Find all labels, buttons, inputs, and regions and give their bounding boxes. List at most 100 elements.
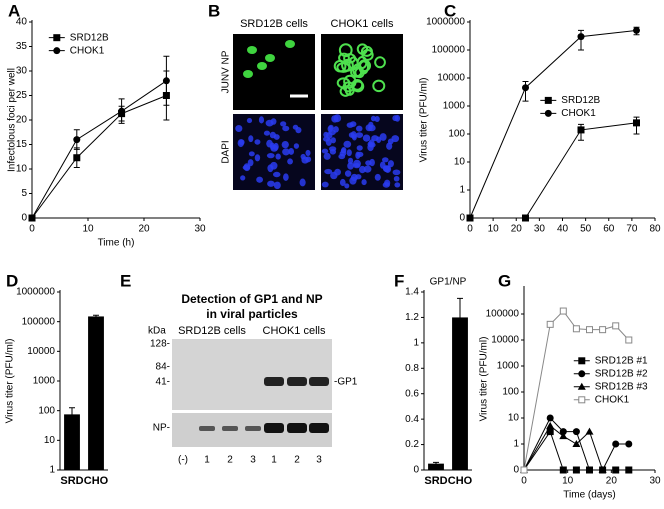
- point: [546, 414, 554, 422]
- cell: [344, 170, 352, 177]
- cell: [295, 127, 302, 134]
- point: [586, 466, 593, 474]
- legend-marker: [577, 382, 586, 390]
- y-tick-label: 10: [454, 157, 466, 168]
- cell: [275, 153, 281, 160]
- mw-marker: 41-: [156, 377, 170, 388]
- band: [222, 426, 238, 431]
- point: [559, 428, 567, 436]
- point: [612, 466, 620, 474]
- error-bar: [457, 297, 463, 337]
- y-tick-label: 0: [413, 465, 419, 476]
- point: [522, 214, 529, 222]
- band: [264, 423, 284, 433]
- band-label: -GP1: [334, 377, 358, 388]
- cell: [281, 140, 289, 149]
- y-tick-label: 100000: [486, 309, 520, 320]
- cell: [330, 137, 336, 144]
- panel-letter: G: [498, 271, 511, 290]
- y-tick-label: 100000: [22, 316, 56, 327]
- legend-marker: [578, 396, 586, 404]
- cell: [321, 181, 329, 188]
- mw-marker: 128-: [150, 339, 170, 350]
- y-tick-label: 5: [21, 188, 27, 199]
- cell: [371, 135, 379, 142]
- band: [309, 423, 329, 433]
- cell: [282, 148, 290, 156]
- cell: [305, 156, 312, 163]
- cell: [272, 171, 281, 178]
- bar: [452, 317, 468, 470]
- cell: [356, 145, 363, 151]
- cell: [240, 175, 246, 181]
- cell: [392, 169, 401, 176]
- cell: [258, 116, 265, 124]
- y-tick-label: 25: [16, 90, 28, 101]
- y-tick-label: 10: [44, 435, 56, 446]
- cell: [331, 115, 339, 123]
- cell: [265, 119, 274, 127]
- line: [469, 29, 637, 219]
- cell: [247, 46, 257, 54]
- bar: [428, 463, 444, 470]
- cell: [336, 77, 351, 89]
- cell: [356, 151, 364, 158]
- band: [245, 426, 261, 431]
- point: [612, 440, 620, 448]
- point: [585, 427, 594, 435]
- cell: [265, 54, 275, 62]
- y-tick-label: 1000: [497, 361, 520, 372]
- legend-label: CHOK1: [561, 108, 596, 119]
- y-tick-label: 0: [459, 213, 465, 224]
- x-tick-label: 20: [138, 224, 150, 235]
- point: [625, 440, 633, 448]
- x-tick-label: 20: [606, 476, 618, 487]
- x-tick-label: 10: [488, 224, 500, 235]
- y-tick-label: 1000000: [16, 287, 55, 298]
- y-tick-label: 0.6: [405, 388, 419, 399]
- lane-label: 1: [204, 455, 210, 466]
- group-label: SRD12B cells: [178, 325, 246, 337]
- y-tick-label: 10000: [27, 346, 55, 357]
- lanes: (-) 1 2 3 1 2 3: [178, 377, 329, 466]
- x-tick-label: 30: [649, 476, 661, 487]
- cell: [323, 152, 331, 160]
- cell: [358, 60, 369, 75]
- y-tick-label: 0: [21, 213, 27, 224]
- cell: [381, 157, 389, 163]
- x-tick-label: SRD: [424, 475, 447, 487]
- x-tick-label: 0: [521, 476, 527, 487]
- cell: [356, 43, 369, 55]
- y-tick-label: 1000: [33, 376, 56, 387]
- cell: [287, 158, 293, 165]
- cell: [235, 124, 243, 133]
- cell: [363, 165, 372, 173]
- x-tick-label: CHO: [448, 475, 473, 487]
- panel-title: Detection of GP1 and NP: [181, 292, 322, 306]
- legend-label: CHOK1: [595, 394, 630, 405]
- row-label: JUNV NP: [221, 50, 232, 93]
- y-tick-label: 20: [16, 115, 28, 126]
- cell: [248, 135, 254, 143]
- y-axis-label: Virus titer (PFU/ml): [5, 339, 16, 424]
- x-tick-label: CHO: [84, 475, 109, 487]
- x-tick-label: 60: [603, 224, 615, 235]
- cell: [369, 158, 375, 167]
- cell: [393, 175, 400, 182]
- point: [577, 126, 585, 134]
- cell: [321, 148, 329, 154]
- cell: [293, 143, 300, 149]
- lane-label: (-): [178, 455, 188, 466]
- y-tick-label: 30: [16, 66, 28, 77]
- x-tick-label: 0: [467, 224, 473, 235]
- legend-label: SRD12B #3: [595, 381, 648, 392]
- y-axis-label: Infectolous foci per well: [7, 68, 18, 172]
- lane-label: 3: [250, 455, 256, 466]
- y-tick-label: 1000: [443, 101, 466, 112]
- y-tick-label: 100000: [432, 45, 466, 56]
- x-axis-label: Time (days): [563, 490, 615, 501]
- panel-b: B SRD12B cells CHOK1 cells JUNV NP DAPI: [208, 1, 403, 190]
- cell: [254, 154, 261, 162]
- cell: [394, 182, 401, 188]
